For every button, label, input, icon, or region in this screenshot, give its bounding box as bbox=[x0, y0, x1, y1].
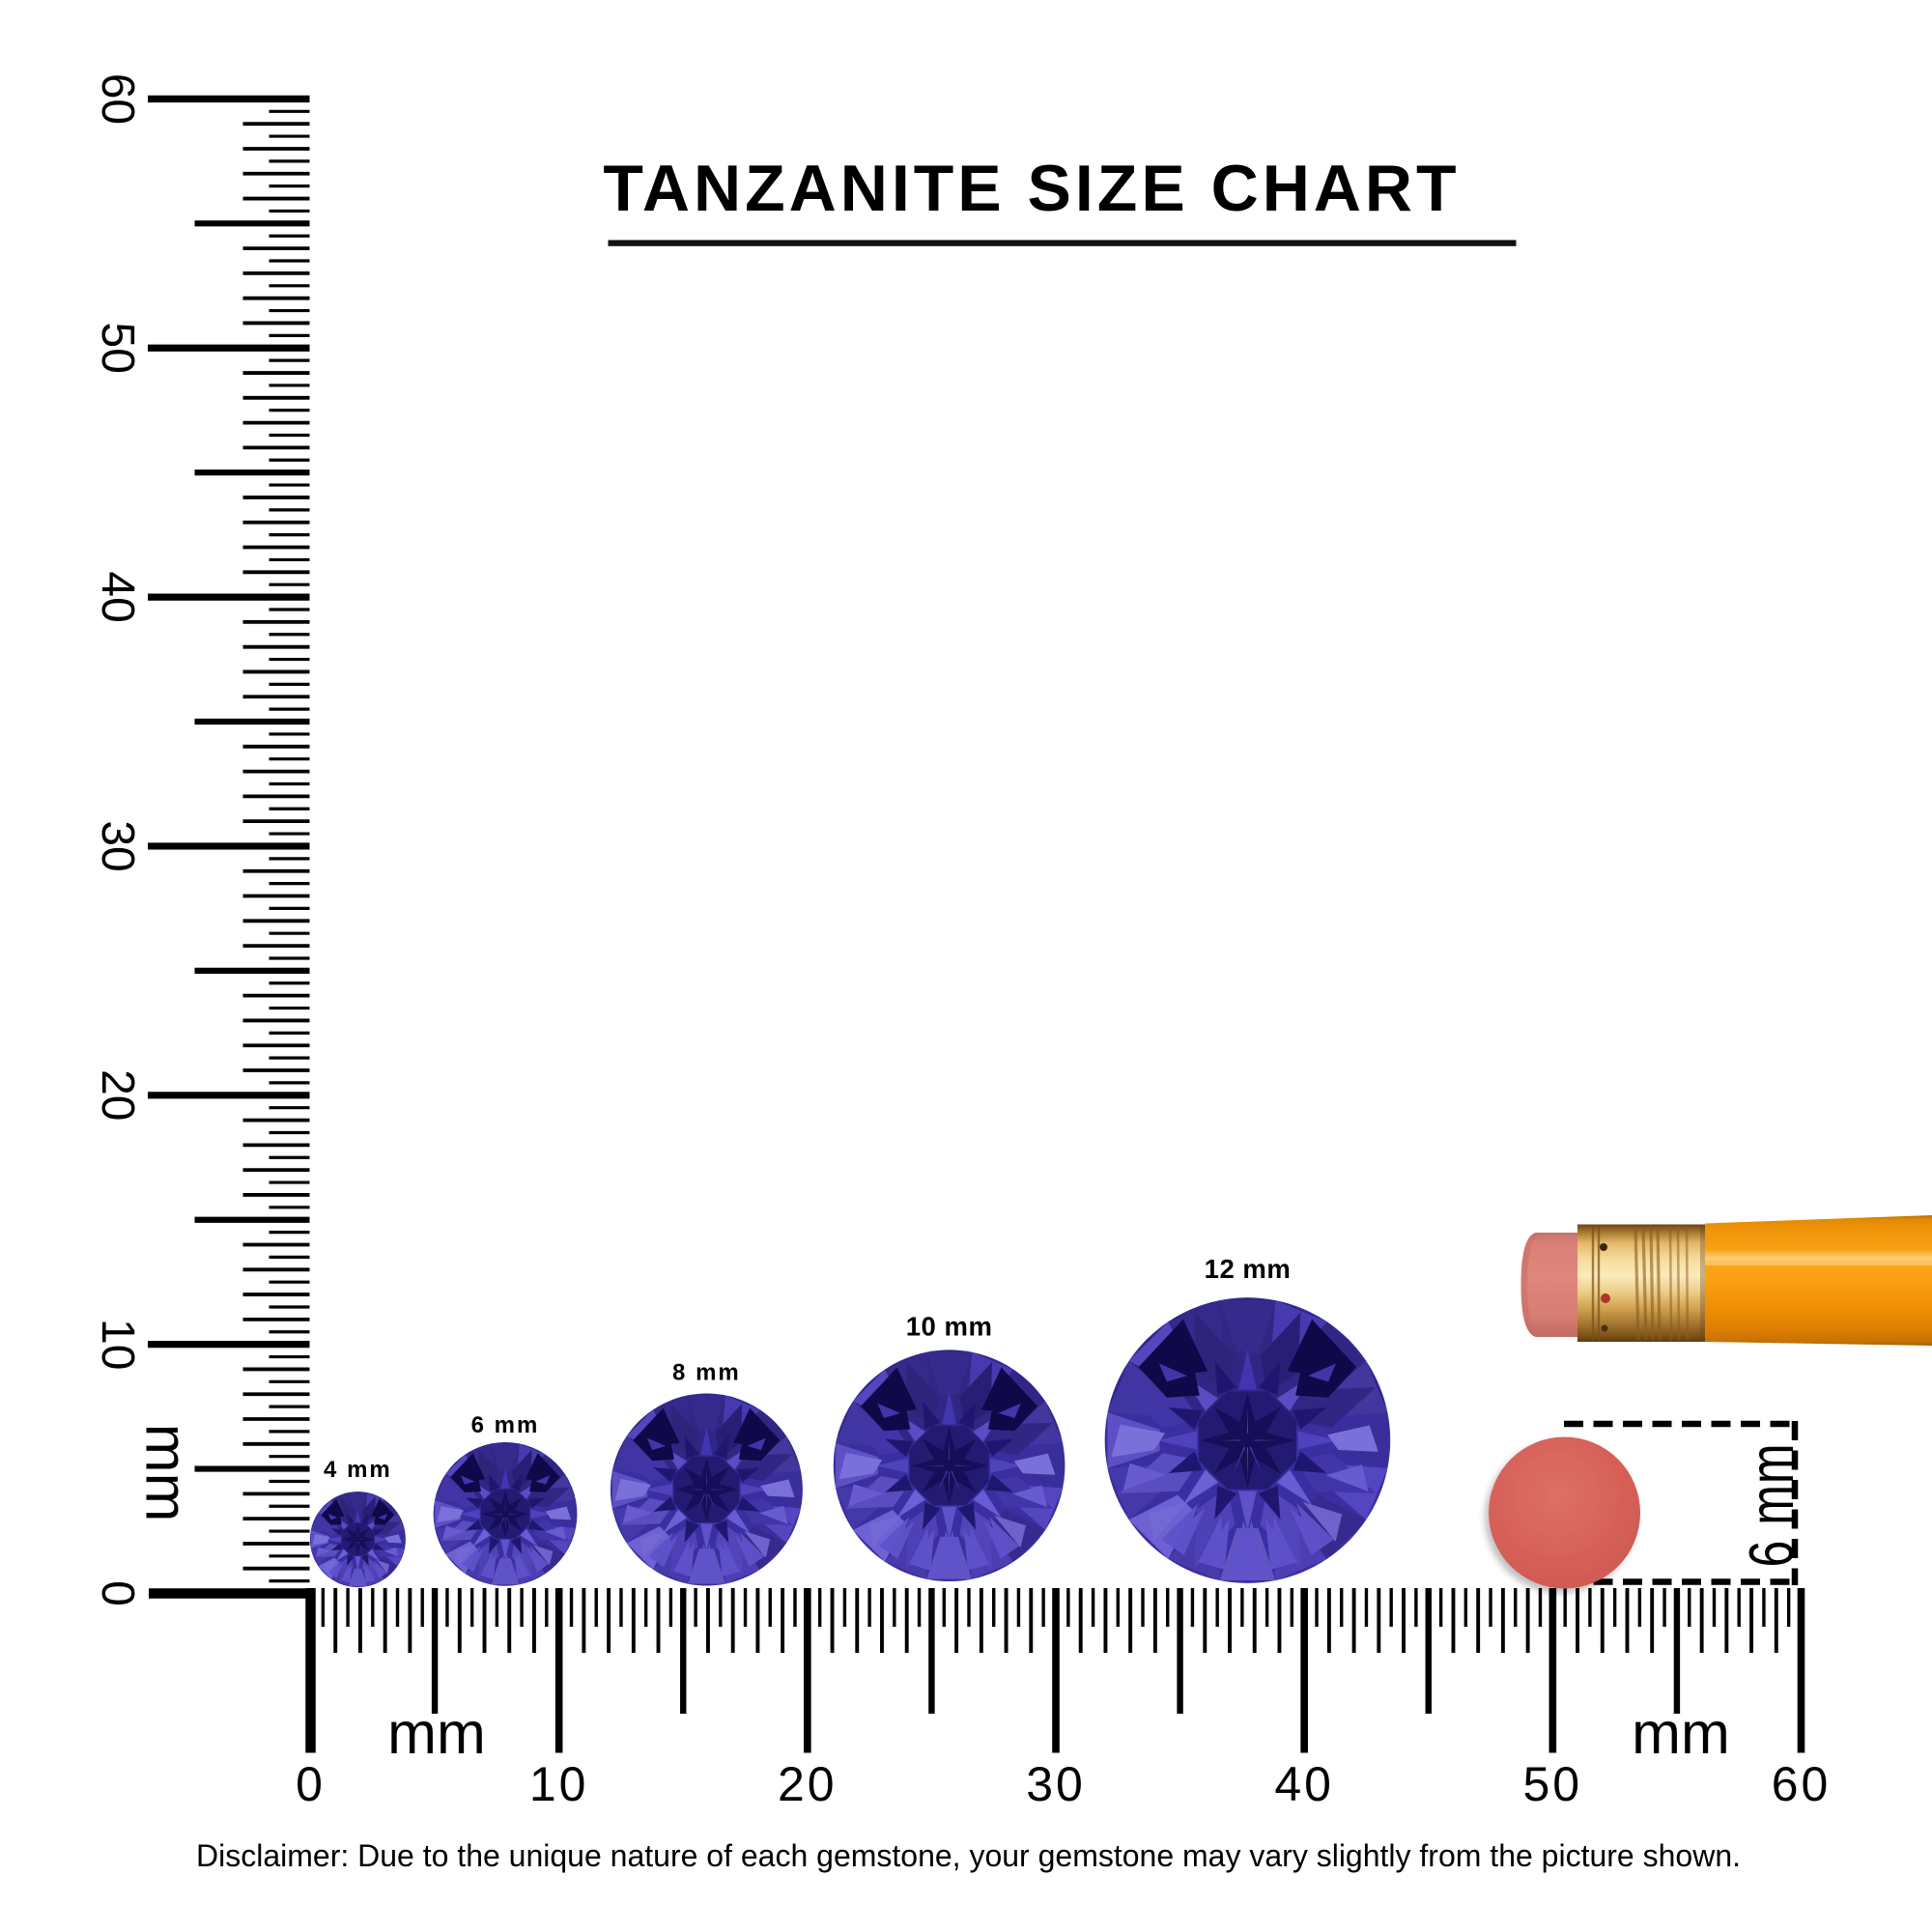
svg-text:30: 30 bbox=[1026, 1757, 1086, 1811]
svg-text:0: 0 bbox=[296, 1757, 326, 1811]
svg-text:TANZANITE SIZE CHART: TANZANITE SIZE CHART bbox=[603, 152, 1460, 225]
svg-text:6 mm: 6 mm bbox=[1738, 1443, 1807, 1568]
svg-text:40: 40 bbox=[1274, 1757, 1334, 1811]
svg-text:40: 40 bbox=[92, 571, 143, 622]
svg-text:10 mm: 10 mm bbox=[906, 1312, 993, 1342]
svg-text:20: 20 bbox=[92, 1069, 143, 1121]
svg-text:60: 60 bbox=[1772, 1757, 1832, 1811]
svg-text:12 mm: 12 mm bbox=[1205, 1254, 1292, 1284]
svg-text:50: 50 bbox=[1522, 1757, 1582, 1811]
svg-text:6 mm: 6 mm bbox=[471, 1412, 540, 1438]
svg-text:50: 50 bbox=[92, 323, 143, 374]
svg-text:20: 20 bbox=[778, 1757, 838, 1811]
svg-text:Disclaimer: Due to the unique: Disclaimer: Due to the unique nature of … bbox=[196, 1838, 1741, 1873]
svg-text:mm: mm bbox=[134, 1424, 200, 1522]
svg-text:mm: mm bbox=[1632, 1700, 1730, 1766]
svg-text:30: 30 bbox=[92, 820, 143, 871]
svg-text:4 mm: 4 mm bbox=[324, 1457, 392, 1483]
svg-text:mm: mm bbox=[387, 1700, 486, 1766]
svg-text:10: 10 bbox=[529, 1757, 589, 1811]
svg-text:0: 0 bbox=[92, 1580, 143, 1606]
svg-text:60: 60 bbox=[92, 73, 143, 125]
svg-text:10: 10 bbox=[92, 1319, 143, 1370]
svg-text:8 mm: 8 mm bbox=[672, 1359, 741, 1385]
